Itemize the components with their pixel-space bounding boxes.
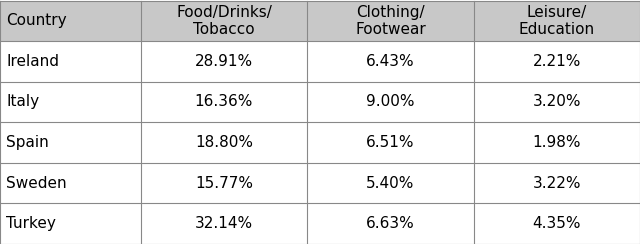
Bar bbox=[307, 163, 474, 203]
Bar bbox=[141, 203, 307, 244]
Bar bbox=[0, 41, 141, 82]
Text: 28.91%: 28.91% bbox=[195, 54, 253, 69]
Bar bbox=[307, 41, 474, 82]
Bar bbox=[0, 82, 141, 122]
Text: 15.77%: 15.77% bbox=[195, 176, 253, 191]
Bar bbox=[474, 82, 640, 122]
Text: 2.21%: 2.21% bbox=[532, 54, 581, 69]
Text: Ireland: Ireland bbox=[6, 54, 60, 69]
Text: 18.80%: 18.80% bbox=[195, 135, 253, 150]
Bar bbox=[0, 0, 141, 41]
Bar bbox=[0, 203, 141, 244]
Text: Turkey: Turkey bbox=[6, 216, 56, 231]
Bar bbox=[307, 203, 474, 244]
Bar bbox=[474, 41, 640, 82]
Bar bbox=[141, 122, 307, 163]
Bar bbox=[474, 0, 640, 41]
Bar bbox=[307, 122, 474, 163]
Bar bbox=[474, 203, 640, 244]
Bar bbox=[0, 122, 141, 163]
Text: Spain: Spain bbox=[6, 135, 49, 150]
Bar bbox=[141, 82, 307, 122]
Text: 32.14%: 32.14% bbox=[195, 216, 253, 231]
Text: Food/Drinks/
Tobacco: Food/Drinks/ Tobacco bbox=[176, 5, 272, 37]
Text: 4.35%: 4.35% bbox=[532, 216, 581, 231]
Bar bbox=[141, 0, 307, 41]
Text: 3.20%: 3.20% bbox=[532, 94, 581, 110]
Bar bbox=[307, 82, 474, 122]
Text: 6.63%: 6.63% bbox=[366, 216, 415, 231]
Text: 5.40%: 5.40% bbox=[366, 176, 415, 191]
Text: 9.00%: 9.00% bbox=[366, 94, 415, 110]
Text: 1.98%: 1.98% bbox=[532, 135, 581, 150]
Bar bbox=[141, 41, 307, 82]
Bar bbox=[307, 0, 474, 41]
Text: Italy: Italy bbox=[6, 94, 40, 110]
Text: 6.51%: 6.51% bbox=[366, 135, 415, 150]
Bar bbox=[0, 163, 141, 203]
Text: 3.22%: 3.22% bbox=[532, 176, 581, 191]
Text: Country: Country bbox=[6, 13, 67, 28]
Text: 16.36%: 16.36% bbox=[195, 94, 253, 110]
Text: 6.43%: 6.43% bbox=[366, 54, 415, 69]
Bar bbox=[474, 163, 640, 203]
Bar bbox=[141, 163, 307, 203]
Bar bbox=[474, 122, 640, 163]
Text: Clothing/
Footwear: Clothing/ Footwear bbox=[355, 5, 426, 37]
Text: Sweden: Sweden bbox=[6, 176, 67, 191]
Text: Leisure/
Education: Leisure/ Education bbox=[519, 5, 595, 37]
